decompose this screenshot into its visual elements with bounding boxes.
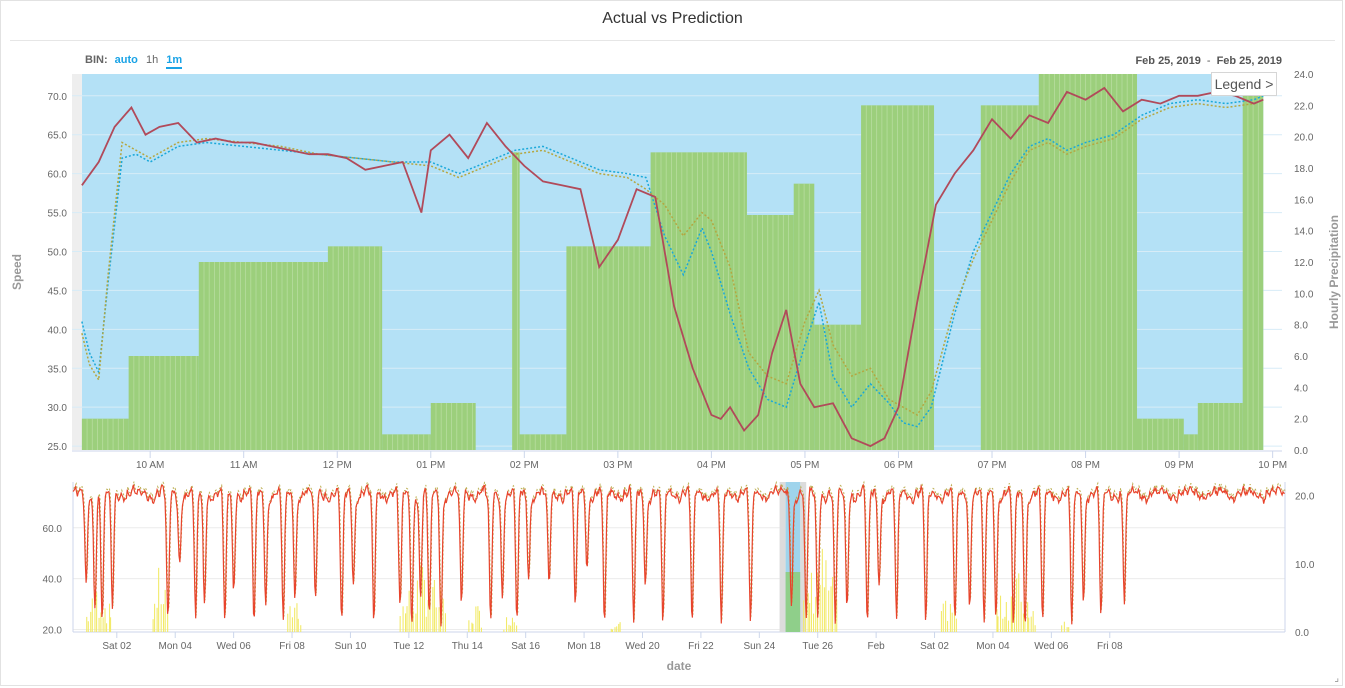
y2-tick-label: 0.0 — [1294, 446, 1308, 457]
prediction-1-line — [81, 95, 1264, 428]
precip-bar — [1197, 403, 1243, 450]
bin-option-1h[interactable]: 1h — [145, 54, 159, 66]
precip-bar — [980, 105, 1039, 450]
x-tick-label: 09 PM — [1165, 460, 1194, 470]
title-divider — [10, 40, 1335, 41]
main-chart[interactable]: 25.0 30.0 35.0 40.0 45.0 50.0 55.0 60.0 65.0 70.0… — [0, 0, 1345, 470]
y2-tick-label: 22.0 — [1294, 101, 1314, 112]
x-tick-label: 04 PM — [697, 460, 726, 470]
precip-bar — [128, 356, 199, 450]
y2-tick-label: 4.0 — [1294, 383, 1308, 394]
precip-bar — [566, 246, 651, 450]
y-tick-label: 35.0 — [48, 364, 68, 375]
x-tick-label: 01 PM — [416, 460, 445, 470]
y-tick-label: 25.0 — [48, 442, 68, 453]
precip-bar — [1137, 418, 1184, 450]
precip-bar — [519, 434, 567, 450]
chart-title: Actual vs Prediction — [602, 10, 743, 27]
date-to: Feb 25, 2019 — [1216, 55, 1282, 67]
resize-handle-icon[interactable]: ⌟ — [1334, 673, 1339, 684]
y-tick-label: 60.0 — [48, 170, 68, 181]
y2-tick-label: 24.0 — [1294, 70, 1314, 81]
y2-tick-label: 2.0 — [1294, 415, 1308, 426]
y-tick-label: 70.0 — [48, 92, 68, 103]
x-tick-label: 07 PM — [978, 460, 1007, 470]
y-tick-label: 55.0 — [48, 209, 68, 220]
y-tick-label: 65.0 — [48, 131, 68, 142]
date-separator: - — [1206, 55, 1211, 67]
bin-label: BIN: — [85, 54, 108, 66]
x-tick-label: 02 PM — [510, 460, 539, 470]
y-tick-label: 50.0 — [48, 247, 68, 258]
y-axis-title: Speed — [10, 254, 24, 290]
precip-bar — [198, 262, 328, 450]
y2-tick-label: 18.0 — [1294, 164, 1314, 175]
x-tick-label: 08 PM — [1071, 460, 1100, 470]
y2-tick-label: 6.0 — [1294, 352, 1308, 363]
precip-bar — [1038, 74, 1138, 450]
y2-axis-title: Hourly Precipitation — [1327, 215, 1341, 329]
date-range: Feb 25, 2019- Feb 25, 2019 — [1135, 55, 1282, 67]
precip-bar — [512, 152, 520, 451]
bin-option-1m[interactable]: 1m — [166, 54, 183, 69]
x-tick-label: 06 PM — [884, 460, 913, 470]
precip-bar — [814, 324, 862, 450]
y2-tick-label: 20.0 — [1294, 133, 1314, 144]
actual-speed-line — [81, 86, 1264, 448]
y2-tick-label: 8.0 — [1294, 321, 1308, 332]
precip-bar — [1183, 434, 1198, 450]
legend-button[interactable]: Legend > — [1211, 72, 1277, 96]
y2-tick-label: 16.0 — [1294, 195, 1314, 206]
bin-selector: BIN: auto 1h 1m — [85, 54, 187, 69]
left-margin-shade — [72, 74, 82, 450]
bin-option-auto[interactable]: auto — [114, 54, 138, 66]
x-tick-label: 05 PM — [790, 460, 819, 470]
x-tick-label: 10 AM — [136, 460, 164, 470]
y2-tick-label: 10.0 — [1294, 289, 1314, 300]
precip-bar — [746, 215, 794, 450]
x-tick-label: 10 PM — [1258, 460, 1287, 470]
precip-bar — [327, 246, 383, 450]
precip-bar — [81, 418, 129, 450]
x-tick-label: 03 PM — [603, 460, 632, 470]
precip-bar — [650, 152, 747, 451]
y-tick-label: 30.0 — [48, 403, 68, 414]
date-from: Feb 25, 2019 — [1135, 55, 1201, 67]
x-tick-label: 12 PM — [323, 460, 352, 470]
y-tick-label: 40.0 — [48, 325, 68, 336]
y2-tick-label: 12.0 — [1294, 258, 1314, 269]
y-tick-label: 45.0 — [48, 286, 68, 297]
x-tick-label: 11 AM — [230, 460, 258, 470]
y2-tick-label: 14.0 — [1294, 227, 1314, 238]
precip-bar — [430, 403, 476, 450]
